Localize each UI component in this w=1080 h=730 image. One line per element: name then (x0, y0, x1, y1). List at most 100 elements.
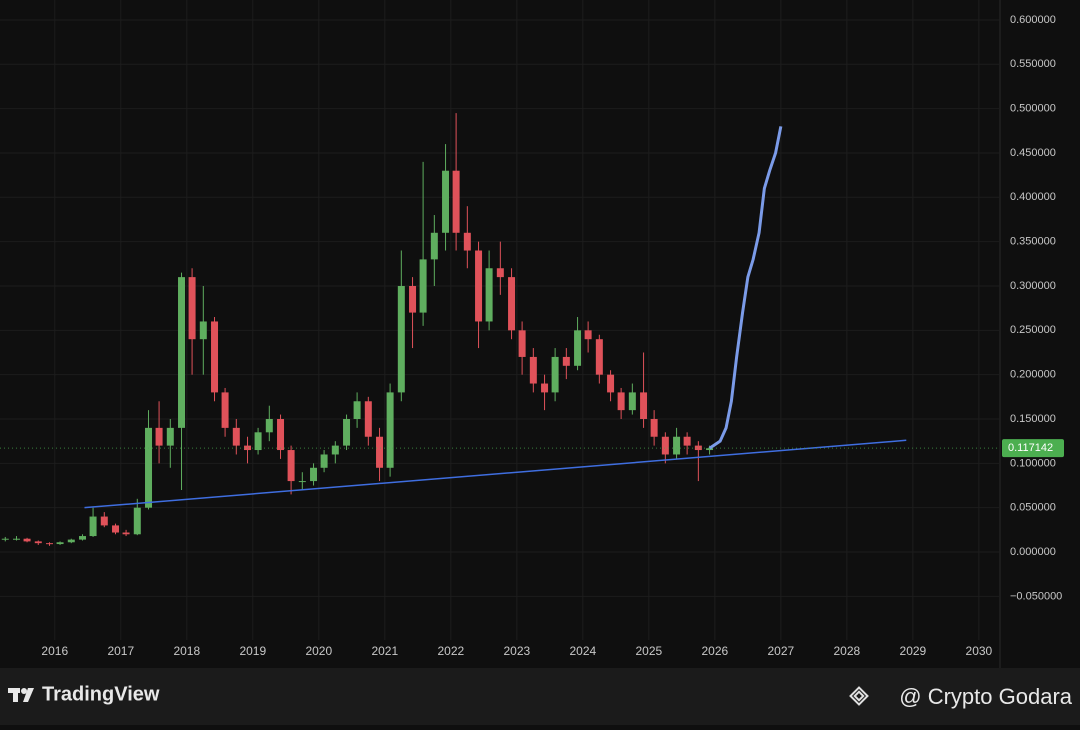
candle-body (298, 481, 306, 483)
candle-body (650, 419, 658, 437)
candle-body (584, 330, 592, 340)
candle-body (277, 419, 285, 451)
tv-logo (8, 688, 34, 702)
candle-body (409, 285, 417, 313)
binance-icon (849, 686, 869, 706)
candle-body (46, 543, 54, 545)
x-tick-label: 2017 (107, 644, 134, 658)
candle-body (211, 321, 219, 393)
candle-body (419, 259, 427, 313)
footer-bar (0, 668, 1080, 725)
plot-area (0, 0, 1000, 640)
y-tick-label: 0.350000 (1010, 236, 1056, 248)
x-tick-label: 2028 (834, 644, 861, 658)
candle-body (1, 538, 9, 540)
y-tick-label: 0.600000 (1010, 14, 1056, 26)
trendline (84, 439, 907, 509)
candle-body (376, 436, 384, 468)
x-tick-label: 2023 (503, 644, 530, 658)
candle-body (673, 436, 681, 455)
candle-body (562, 356, 570, 366)
y-tick-label: 0.000000 (1010, 546, 1056, 558)
candle-body (640, 392, 648, 420)
candle-body (496, 268, 504, 278)
x-tick-label: 2026 (701, 644, 728, 658)
candle-body (518, 330, 526, 357)
candle-body (56, 542, 64, 545)
candle-body (122, 532, 130, 535)
candle-body (452, 170, 460, 233)
x-tick-label: 2021 (371, 644, 398, 658)
candle-body (199, 321, 207, 340)
candle-body (541, 383, 549, 393)
candle-body (353, 401, 361, 420)
x-tick-label: 2024 (569, 644, 596, 658)
candle-body (661, 436, 669, 455)
x-tick-label: 2018 (173, 644, 200, 658)
y-tick-label: 0.050000 (1010, 502, 1056, 514)
candle-body (386, 392, 394, 468)
candle-body (254, 432, 262, 451)
candle-body (79, 536, 87, 540)
candle-body (166, 427, 174, 446)
candle-body (221, 392, 229, 428)
brand: TradingView (42, 683, 160, 705)
candle-body (188, 277, 196, 340)
candle-body (89, 516, 97, 537)
candle-body (485, 268, 493, 322)
candle-body (100, 516, 108, 526)
candle-body (67, 539, 75, 543)
y-tick-label: 0.150000 (1010, 413, 1056, 425)
candle-body (320, 454, 328, 468)
candle-body (232, 427, 240, 446)
candle-body (551, 356, 559, 393)
candle-body (463, 232, 471, 251)
candle-body (287, 450, 295, 482)
y-tick-label: 0.100000 (1010, 457, 1056, 469)
last-price-label: 0.117142 (1008, 442, 1053, 454)
candle-body (397, 285, 405, 393)
x-tick-label: 2019 (239, 644, 266, 658)
candle-body (133, 507, 141, 535)
candle-body (112, 525, 120, 533)
candle-body (694, 445, 702, 451)
candle-body (595, 339, 603, 375)
last-price-tag (1002, 439, 1064, 458)
watermark: @ Crypto Godara (899, 684, 1072, 709)
x-tick-label: 2029 (900, 644, 927, 658)
candle-body (23, 538, 31, 542)
candle-body (331, 445, 339, 455)
candle-body (145, 427, 153, 508)
y-tick-label: −0.050000 (1010, 590, 1062, 602)
candle-body (442, 170, 450, 233)
candle-body (178, 277, 186, 428)
candle-body (628, 392, 636, 411)
candle-body (13, 538, 21, 540)
candle-body (265, 419, 273, 433)
x-tick-label: 2027 (768, 644, 795, 658)
candle-body (607, 374, 615, 393)
candle-body (529, 356, 537, 384)
candle-body (244, 445, 252, 451)
candle-body (683, 436, 691, 446)
candle-body (364, 401, 372, 437)
y-tick-label: 0.400000 (1010, 191, 1056, 203)
x-tick-label: 2022 (437, 644, 464, 658)
y-tick-label: 0.300000 (1010, 280, 1056, 292)
x-tick-label: 2025 (635, 644, 662, 658)
x-tick-label: 2016 (41, 644, 68, 658)
projection-line (708, 126, 783, 450)
candle-body (706, 448, 714, 451)
candle-body (343, 419, 351, 446)
candle-body (617, 392, 625, 411)
y-tick-label: 0.450000 (1010, 147, 1056, 159)
candle-body (574, 330, 582, 366)
candle-body (310, 467, 318, 482)
candle-body (508, 277, 516, 331)
candle-body (475, 250, 483, 322)
x-tick-label: 2020 (305, 644, 332, 658)
candle-body (155, 427, 163, 446)
y-tick-label: 0.250000 (1010, 324, 1056, 336)
y-tick-label: 0.550000 (1010, 58, 1056, 70)
